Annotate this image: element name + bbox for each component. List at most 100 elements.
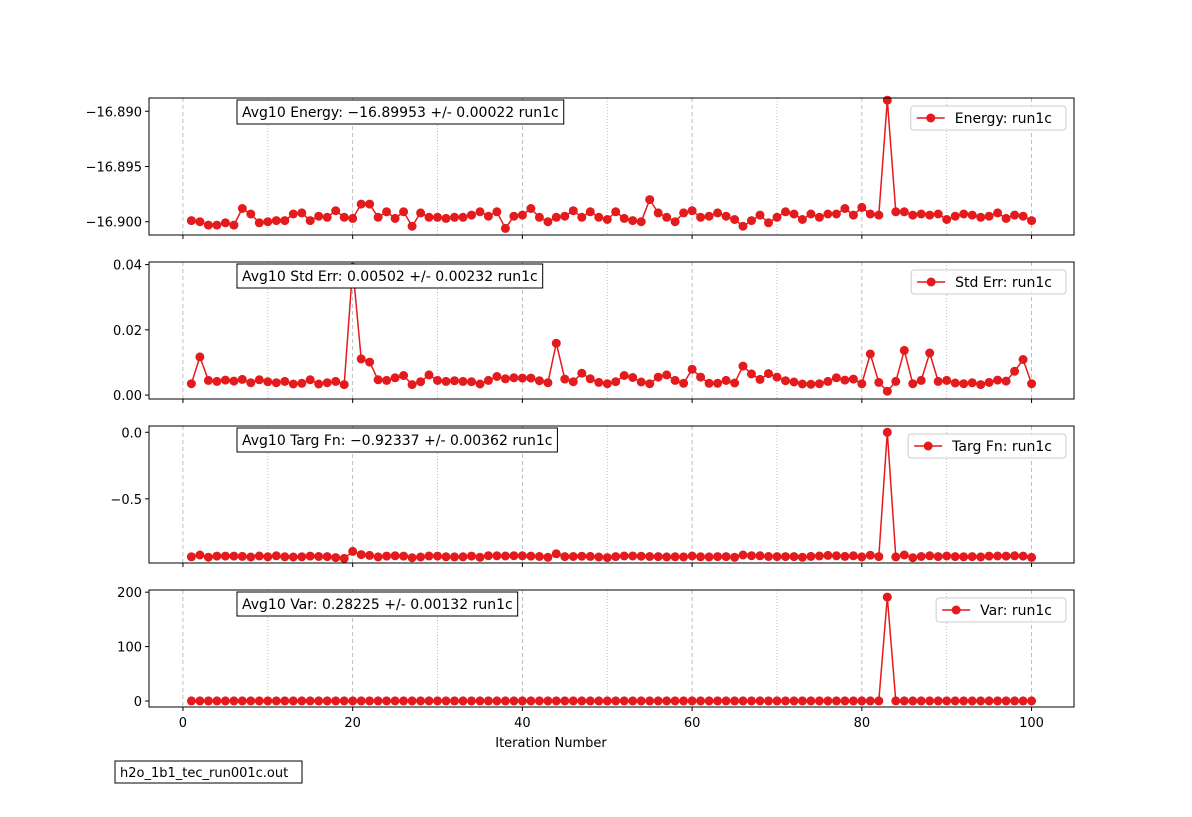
data-point [738,696,748,706]
data-point [551,338,561,348]
data-point [441,696,451,706]
data-point [331,553,341,563]
data-point [789,552,799,562]
y-tick-label: −0.5 [110,493,142,508]
data-point [891,207,901,217]
data-point [840,375,850,385]
avg10-annotation-box [236,99,565,125]
data-point [475,207,485,217]
data-point [662,212,672,222]
data-point [399,207,409,217]
data-point [246,378,256,388]
data-point [331,206,341,216]
data-point [314,696,324,706]
data-point [568,206,578,216]
data-point [594,552,604,562]
data-point [509,551,519,561]
data-point [433,696,442,706]
data-point [831,209,841,219]
data-point [1027,379,1037,389]
footer-file-label: h2o_1b1_tec_run001c.out [120,766,288,781]
data-point [517,696,527,706]
data-point [467,377,476,387]
data-point [450,376,459,386]
data-point [186,216,196,226]
data-point [687,696,697,706]
y-tick-label: 0.0 [121,426,142,441]
x-tick-label: 60 [684,716,701,731]
data-point [772,212,782,222]
data-point [636,696,646,706]
data-point [492,696,502,706]
data-point [450,552,459,562]
data-point [916,696,926,706]
y-tick-label: −16.890 [86,105,142,120]
data-point [526,204,536,213]
data-point [534,552,544,561]
data-point [229,551,239,561]
data-point [186,696,196,706]
data-point [696,212,706,222]
data-point [797,696,807,706]
data-point [687,551,697,561]
data-point [390,551,400,561]
data-point [993,375,1003,385]
data-point [976,380,986,390]
x-tick-label: 40 [514,716,531,731]
data-point [823,696,833,706]
data-point [407,553,417,563]
panel-1: −16.900 −16.895 −16.890 Avg10 Energy: −16.8… [86,95,1075,239]
data-point [585,696,595,706]
legend-marker-swatch [923,441,933,451]
data-point [747,216,756,226]
data-point [416,552,426,562]
data-point [959,209,969,219]
data-point [314,211,324,221]
data-point [509,373,519,383]
data-point [577,368,587,378]
y-tick-label: −16.895 [86,161,142,176]
data-point [356,354,366,364]
data-point [297,378,307,388]
data-point [517,210,527,220]
data-point [857,696,867,706]
data-point [551,696,561,706]
data-point [220,696,230,706]
data-point [933,552,943,562]
data-point [339,380,349,390]
data-point [679,208,689,218]
data-point [483,696,493,706]
data-point [797,379,807,389]
data-point [738,361,748,371]
data-point [433,551,442,561]
data-point [517,373,527,383]
data-point [628,696,638,706]
data-point [806,696,816,706]
data-point [789,377,799,387]
avg10-annotation-box [236,263,544,289]
data-point [789,209,799,219]
data-point [424,370,434,380]
data-point [331,696,341,706]
data-point [356,696,366,706]
data-point [882,592,892,602]
data-point [984,377,994,387]
data-point [305,216,315,226]
data-point [365,357,375,367]
data-point [865,696,875,706]
data-point [212,376,222,386]
data-point [662,370,672,380]
data-point [212,696,222,706]
data-point [823,376,833,386]
data-point [1010,551,1020,561]
data-point [195,352,205,362]
y-tick-label: 0.00 [113,389,142,404]
data-point [942,696,952,706]
data-point [543,696,553,706]
data-point [407,221,417,231]
data-point [874,210,884,220]
data-point [1027,216,1037,226]
legend-label: Targ Fn: run1c [951,439,1052,455]
data-point [1001,696,1011,706]
data-point [899,345,909,355]
